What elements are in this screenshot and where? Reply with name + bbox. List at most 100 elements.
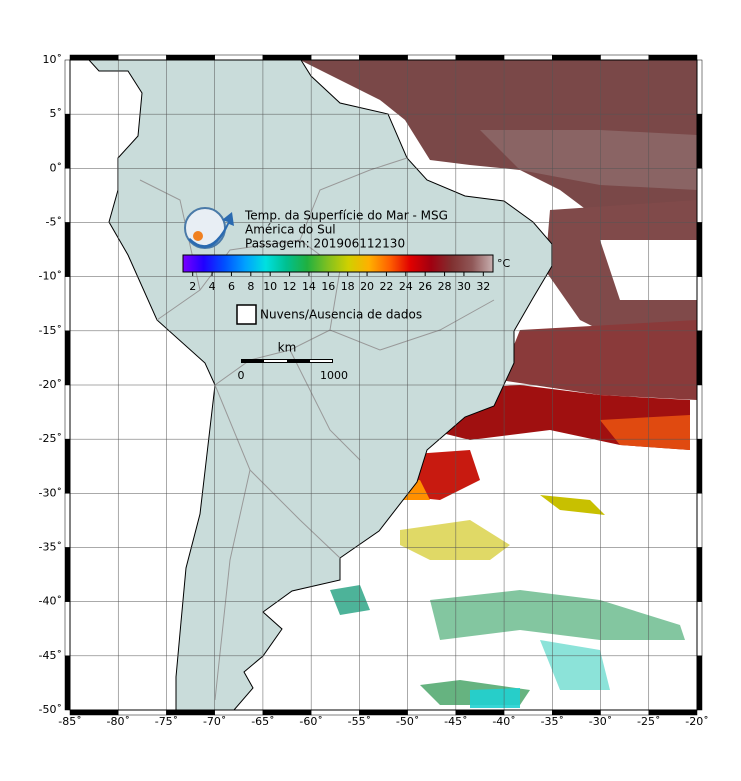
frame-segment [696,547,703,602]
frame-segment [696,438,703,494]
colorbar-tick-label: 30 [457,280,471,293]
frame-segment [64,601,71,657]
frame-segment [64,113,71,169]
lon-tick-label: -60˚ [299,715,322,728]
colorbar-tick-label: 32 [476,280,490,293]
colorbar-tick-label: 26 [418,280,432,293]
frame-segment [117,54,167,61]
frame-segment [696,655,703,711]
frame-segment [696,601,703,657]
legend-swatch [236,304,257,325]
colorbar-tick-label: 10 [263,280,277,293]
lat-tick-label: -20˚ [39,378,62,391]
sst-cyan [470,688,520,708]
lat-tick-label: -50˚ [39,703,62,716]
sst-green [330,585,370,615]
frame-segment [262,54,312,61]
sst-warm [500,320,697,400]
lat-tick-label: -10˚ [39,270,62,283]
frame [64,54,703,716]
frame-outline [69,59,698,711]
lon-tick-label: -65˚ [251,715,274,728]
title-line: Passagem: 201906112130 [245,237,405,251]
frame-segment [407,54,457,61]
scale-start: 0 [238,369,245,382]
scale-end: 1000 [320,369,348,382]
colorbar-tick-label: 8 [247,280,254,293]
scale-bar-segment [310,360,332,362]
colorbar-tick-label: 14 [302,280,316,293]
lon-tick-label: -20˚ [685,715,708,728]
frame-segment [696,222,703,277]
colorbar-tick-label: 24 [399,280,413,293]
cloud [600,240,697,300]
frame-segment [166,54,215,61]
frame-segment [696,168,703,223]
sst-warm [480,130,697,190]
frame-segment [69,54,119,61]
lat-tick-label: -35˚ [39,541,62,554]
lat-tick-label: 5˚ [50,107,63,120]
lon-tick-label: -50˚ [396,715,419,728]
lat-tick-label: -30˚ [39,486,62,499]
lon-tick-label: -75˚ [155,715,178,728]
lat-tick-label: -5˚ [46,216,62,229]
lat-tick-label: -15˚ [39,324,62,337]
colorbar-tick-label: 22 [379,280,393,293]
frame-segment [64,384,71,440]
logo-arrow [188,212,234,249]
lon-tick-label: -55˚ [348,715,371,728]
frame-segment [64,276,71,332]
sst-warm [300,60,697,250]
frame-segment [696,330,703,386]
frame-segment [455,54,505,61]
frame-segment [696,113,703,169]
sst-green [430,590,685,640]
frame-segment [64,59,71,115]
lat-tick-label: 10˚ [43,53,63,66]
title-line: América do Sul [245,223,336,237]
lat-tick-label: -40˚ [39,595,62,608]
frame-segment [359,54,408,61]
title-line: Temp. da Superfície do Mar - MSG [244,209,448,223]
frame-segment [64,493,71,548]
colorbar [182,254,494,273]
lon-tick-label: -40˚ [492,715,515,728]
scale-unit: km [278,341,297,355]
lon-tick-label: -85˚ [58,715,81,728]
lon-tick-label: -70˚ [203,715,226,728]
colorbar-tick-label: 4 [209,280,216,293]
frame-segment [648,54,698,61]
colorbar-tick-label: 18 [341,280,355,293]
colorbar-tick-label: 16 [321,280,335,293]
legend-label: Nuvens/Ausencia de dados [260,308,422,322]
frame-segment [600,54,650,61]
sst-yellow [400,520,510,560]
frame-segment [64,330,71,386]
lat-tick-label: -45˚ [39,649,62,662]
frame-segment [64,168,71,223]
colorbar-ticks: 2 4 6 8 10 12 14 16 18 20 22 24 26 28 30 32 [189,272,490,293]
frame-segment [696,384,703,440]
lon-tick-label: -45˚ [444,715,467,728]
frame-segment [503,54,553,61]
frame-segment [696,493,703,548]
sst-cyan [540,640,610,690]
frame-segment [64,655,71,711]
colorbar-tick-label: 2 [189,280,196,293]
frame-segment [64,222,71,277]
frame-segment [214,54,264,61]
frame-segment [64,438,71,494]
axes: -85˚ -80˚ -75˚ -70˚ -65˚ -60˚ -55˚ -50˚ -45˚ -40˚… [39,53,709,728]
frame-segment [552,54,601,61]
frame-segment [64,547,71,602]
frame-segment [696,276,703,332]
colorbar-tick-label: 6 [228,280,235,293]
lat-tick-label: 0˚ [50,161,63,174]
lat-tick-label: -25˚ [39,432,62,445]
lon-tick-label: -35˚ [541,715,564,728]
lon-tick-label: -25˚ [637,715,660,728]
logo [184,207,234,249]
colorbar-tick-label: 28 [438,280,452,293]
